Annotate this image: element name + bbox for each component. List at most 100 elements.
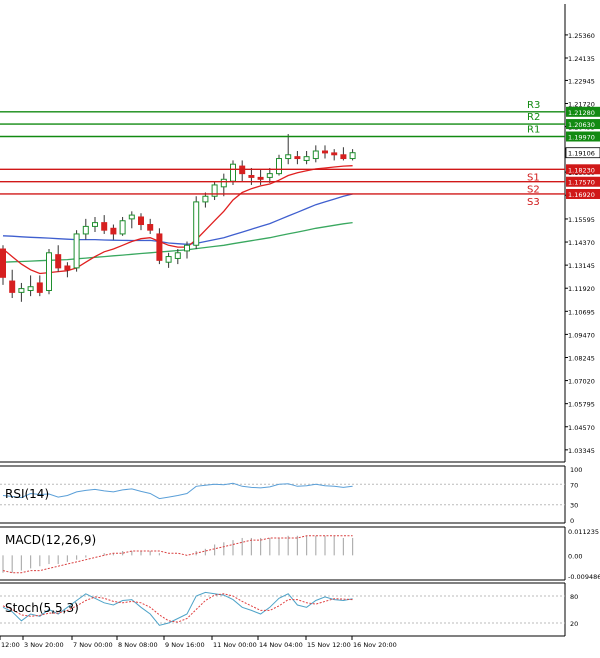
candle-body — [128, 214, 135, 220]
level-tag-bg — [566, 119, 600, 130]
time-tick-label: 3 Nov 20:00 — [24, 641, 64, 649]
price-tick-label: 1.21720 — [568, 101, 595, 109]
level-label-r2: R2 — [527, 112, 540, 123]
candle-body — [9, 280, 16, 293]
current-price-tag-bg — [565, 147, 600, 159]
time-tick-label: 9 Nov 16:00 — [165, 641, 205, 649]
time-tick-label: 12:00 — [1, 641, 20, 649]
rsi-title: RSI(14) — [5, 487, 49, 501]
price-tick-label: 1.05795 — [568, 401, 595, 409]
price-tick-label: 1.08245 — [568, 354, 595, 362]
stoch-pane: 80 20 Stoch(5,5,3) — [0, 582, 578, 637]
level-label-s3: S3 — [527, 197, 540, 208]
time-tick-label: 16 Nov 20:00 — [353, 641, 397, 649]
macd-tick-label: -0.009486 — [568, 573, 600, 581]
time-axis: 12:00 3 Nov 20:00 7 Nov 00:00 8 Nov 08:00 9 … — [0, 636, 397, 649]
candle-body — [257, 176, 264, 180]
candle-body — [220, 178, 227, 188]
level-label-r1: R1 — [527, 124, 540, 135]
candle-body — [174, 252, 181, 259]
price-tick-label: 1.03345 — [568, 447, 595, 455]
level-tag-bg — [566, 106, 600, 117]
time-tick-label: 11 Nov 00:00 — [213, 641, 257, 649]
rsi-line — [2, 482, 353, 500]
current-price-tag: 1.19106 — [568, 150, 595, 158]
macd-tick-label: 0.00 — [568, 552, 582, 560]
time-tick-label: 8 Nov 08:00 — [118, 641, 158, 649]
candle-body — [82, 225, 89, 235]
candle-body — [322, 150, 328, 154]
candle-body — [202, 195, 209, 203]
rsi-tick-label: 0 — [570, 517, 574, 525]
rsi-tick-label: 70 — [570, 481, 578, 489]
candle-body — [230, 163, 236, 182]
price-tick-label: 1.11920 — [568, 285, 595, 293]
level-tag-s1: 1.18230 — [568, 166, 595, 174]
time-tick-label: 15 Nov 12:00 — [307, 641, 351, 649]
candle-body — [27, 286, 34, 291]
level-tag-bg — [566, 188, 600, 199]
level-tag-bg — [566, 176, 600, 187]
price-pane: 1.253601.241351.229451.217201.204951.193… — [0, 4, 600, 463]
price-tick-label: 1.09470 — [568, 331, 595, 339]
level-tag-s2: 1.17570 — [568, 179, 595, 187]
macd-title: MACD(12,26,9) — [5, 533, 96, 547]
level-tag-bg — [566, 164, 600, 175]
candle-body — [46, 252, 52, 291]
price-tick-label: 1.25360 — [568, 32, 595, 40]
candle-body — [36, 282, 43, 293]
price-tick-label: 1.04570 — [568, 424, 595, 432]
candle-body — [340, 154, 347, 160]
price-tick-label: 1.24135 — [568, 55, 595, 63]
level-label-s1: S1 — [527, 172, 540, 183]
level-label-r3: R3 — [527, 100, 540, 111]
candle-body — [110, 227, 117, 235]
level-tag-r3: 1.21280 — [568, 109, 595, 117]
ema-fast-line — [2, 165, 353, 275]
stoch-tick-label: 20 — [570, 620, 578, 628]
candle-body — [156, 233, 163, 261]
candle-body — [138, 216, 144, 226]
candle-body — [147, 224, 154, 231]
price-tick-label: 1.10695 — [568, 308, 595, 316]
level-tag-bg — [566, 131, 600, 142]
candle-body — [211, 184, 218, 197]
level-label-s2: S2 — [527, 185, 540, 196]
macd-pane: 0.011235 0.00 -0.009486 MACD(12,26,9) — [0, 526, 600, 581]
candle-body — [64, 265, 71, 271]
candle-body — [73, 233, 80, 269]
candle-body — [331, 152, 338, 156]
level-tag-r2: 1.20630 — [568, 121, 595, 129]
candle-body — [55, 254, 62, 269]
candle-body — [101, 222, 108, 231]
rsi-tick-label: 30 — [570, 502, 578, 510]
candle-body — [18, 288, 25, 293]
candle-body — [165, 256, 172, 263]
candle-body — [119, 220, 126, 235]
candle-body — [312, 150, 319, 160]
level-tag-r1: 1.19970 — [568, 133, 595, 141]
level-tag-s3: 1.16920 — [568, 191, 595, 199]
price-tick-label: 1.15595 — [568, 216, 595, 224]
time-tick-label: 14 Nov 04:00 — [259, 641, 303, 649]
price-tick-label: 1.13145 — [568, 262, 595, 270]
candle-body — [0, 248, 6, 278]
candle-body — [184, 244, 190, 252]
stoch-d-line — [2, 593, 353, 623]
candle-body — [294, 156, 301, 160]
time-tick-label: 7 Nov 00:00 — [73, 641, 113, 649]
candle-body — [276, 158, 282, 175]
price-tick-label: 1.14370 — [568, 239, 595, 247]
ema-mid-line — [2, 193, 353, 245]
stoch-title: Stoch(5,5,3) — [5, 601, 79, 615]
rsi-pane: 100 70 30 0 RSI(14) — [0, 465, 582, 525]
macd-tick-label: 0.011235 — [568, 528, 599, 536]
candle-body — [266, 173, 273, 178]
rsi-tick-label: 100 — [570, 466, 582, 474]
price-tick-label: 1.22945 — [568, 77, 595, 85]
stoch-tick-label: 80 — [570, 593, 578, 601]
candle-body — [285, 154, 292, 160]
price-tick-label: 1.07020 — [568, 378, 595, 386]
